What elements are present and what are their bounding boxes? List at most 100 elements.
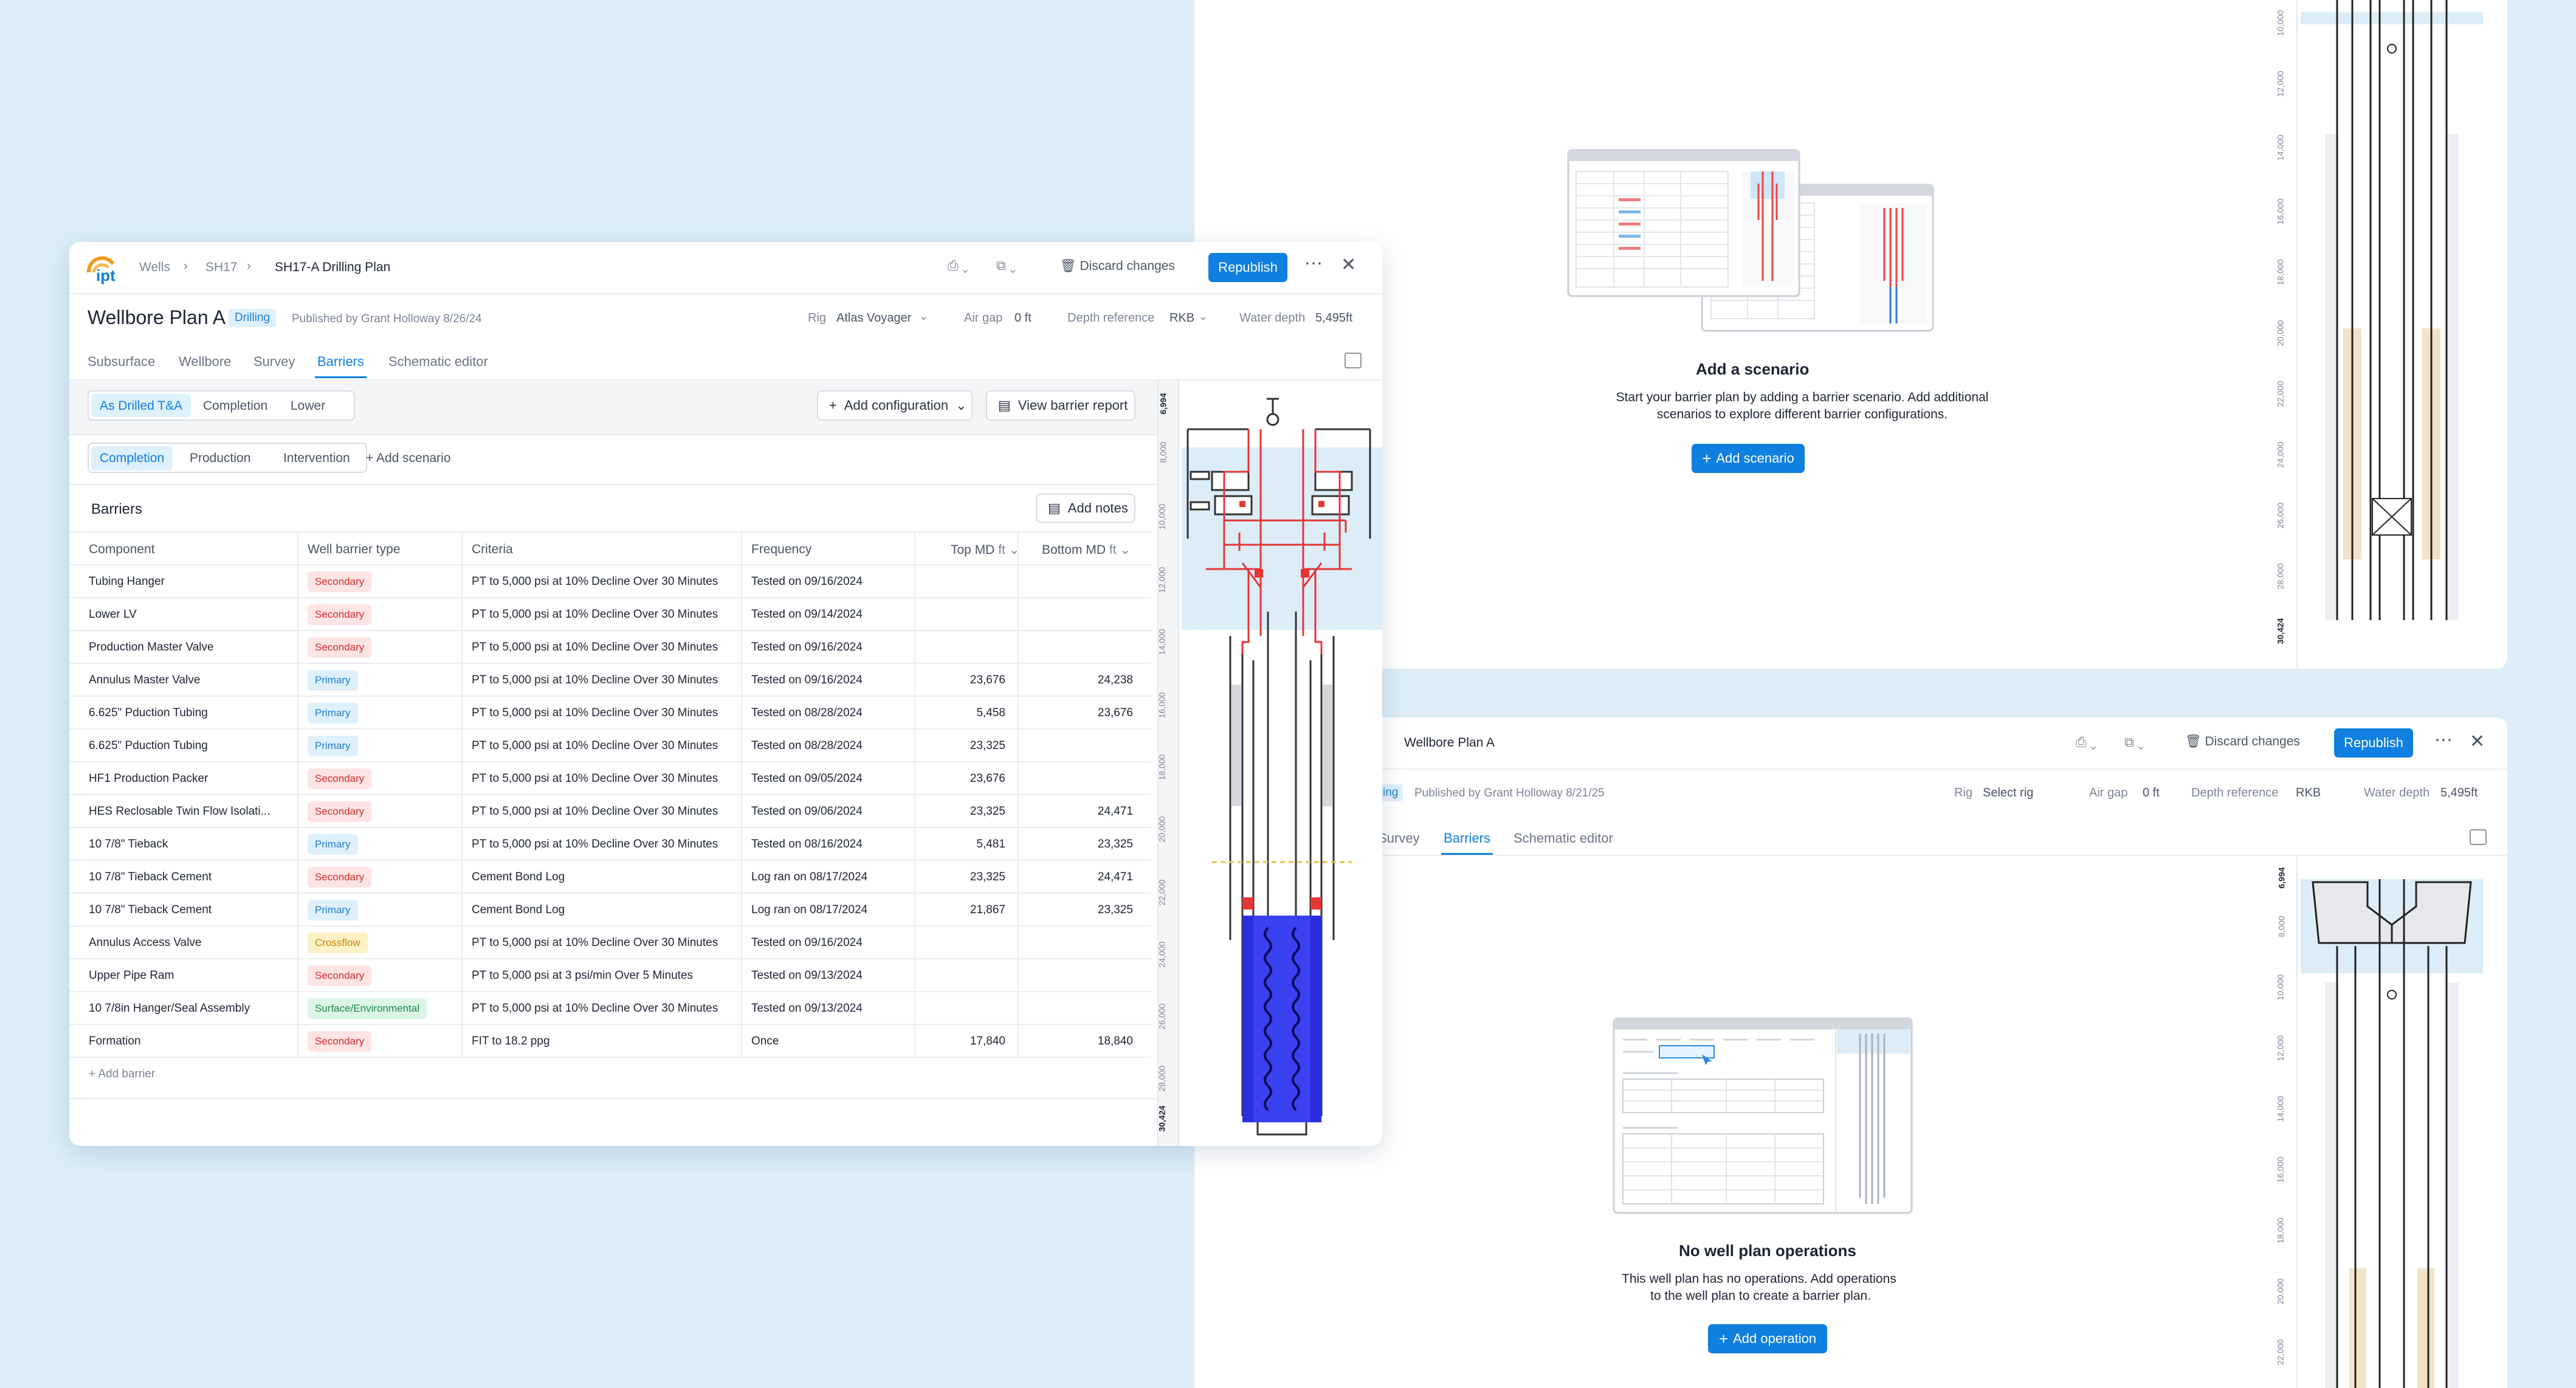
barrier-type-badge: Surface/Environmental xyxy=(308,998,427,1019)
table-row[interactable]: Annulus Access Valve Crossflow PT to 5,000… xyxy=(69,925,1151,958)
segment-lower[interactable]: Lower xyxy=(291,399,326,413)
depth-tick: 24,000 xyxy=(2275,441,2285,468)
col-frequency: Frequency xyxy=(751,542,812,556)
scenario-completion[interactable]: Completion xyxy=(91,446,173,471)
water-depth-value: 5,495ft xyxy=(2440,786,2478,799)
export-icon[interactable]: ⎙ ⌄ xyxy=(948,258,969,273)
more-icon[interactable]: ⋯ xyxy=(1304,254,1323,274)
republish-button[interactable]: Republish xyxy=(2334,728,2413,758)
rig-select[interactable]: Atlas Voyager xyxy=(836,311,912,325)
depth-tick: 28,000 xyxy=(1157,1065,1167,1092)
cell-component: 6.625" Pduction Tubing xyxy=(89,706,208,719)
copy-icon[interactable]: ⧉ ⌄ xyxy=(2124,734,2144,750)
table-row[interactable]: 6.625" Pduction Tubing Primary PT to 5,000… xyxy=(69,728,1151,761)
table-row[interactable]: Tubing Hanger Secondary PT to 5,000 psi at… xyxy=(69,564,1151,597)
table-row[interactable]: 10 7/8in Hanger/Seal Assembly Surface/Env… xyxy=(69,991,1151,1024)
tab-wellbore[interactable]: Wellbore xyxy=(179,354,232,369)
col-top-md-label: Top MD xyxy=(951,543,995,557)
add-operation-button[interactable]: + Add operation xyxy=(1708,1324,1827,1353)
panel-toggle-icon[interactable] xyxy=(1345,353,1362,368)
tab-schematic-editor[interactable]: Schematic editor xyxy=(388,354,488,369)
cell-criteria: PT to 5,000 psi at 10% Decline Over 30 M… xyxy=(472,674,718,686)
cell-frequency: Tested on 08/28/2024 xyxy=(751,706,863,719)
col-bottom-md[interactable]: Bottom MD ft ⌄ xyxy=(1042,542,1131,558)
tab-survey[interactable]: Survey xyxy=(253,354,295,369)
tab-barriers[interactable]: Barriers xyxy=(314,354,367,378)
depth-tick: 30,424 xyxy=(1157,1105,1167,1132)
table-row[interactable]: HES Reclosable Twin Flow Isolati... Secon… xyxy=(69,794,1151,827)
column-divider xyxy=(1018,531,1019,1057)
add-notes-button[interactable]: ▤ Add notes xyxy=(1036,494,1135,523)
table-row[interactable]: 10 7/8" Tieback Cement Secondary Cement Bo… xyxy=(69,860,1151,893)
table-row[interactable]: Annulus Master Valve Primary PT to 5,000 p… xyxy=(69,663,1151,696)
depth-tick: 16,000 xyxy=(1157,692,1167,719)
chevron-right-icon: › xyxy=(247,259,251,273)
cell-component: Formation xyxy=(89,1035,141,1048)
depth-tick: 16,000 xyxy=(2275,1156,2285,1183)
segment-as-drilled[interactable]: As Drilled T&A xyxy=(91,394,191,417)
more-icon[interactable]: ⋯ xyxy=(2434,730,2453,750)
empty-title: Add a scenario xyxy=(1696,360,1810,378)
cell-top-md: 23,325 xyxy=(969,805,1005,818)
cell-component: 6.625" Pduction Tubing xyxy=(89,739,208,752)
close-icon[interactable]: ✕ xyxy=(1341,255,1357,275)
scenario-intervention[interactable]: Intervention xyxy=(283,451,350,465)
depth-tick: 12,000 xyxy=(1157,567,1167,593)
rig-select[interactable]: Select rig xyxy=(1983,786,2034,799)
cell-bottom-md: 23,325 xyxy=(1097,838,1133,851)
cell-frequency: Tested on 09/16/2024 xyxy=(751,674,863,686)
col-component: Component xyxy=(89,542,155,556)
depth-tick: 22,000 xyxy=(1157,879,1167,906)
cell-frequency: Log ran on 08/17/2024 xyxy=(751,871,868,883)
scenario-panel: Add a scenario Start your barrier plan b… xyxy=(1194,0,2507,669)
scenario-production[interactable]: Production xyxy=(190,451,251,465)
close-icon[interactable]: ✕ xyxy=(2470,731,2485,751)
add-configuration-button[interactable]: + Add configuration ⌄ xyxy=(817,390,973,421)
cell-component: 10 7/8" Tieback xyxy=(89,838,168,851)
table-row[interactable]: Upper Pipe Ram Secondary PT to 5,000 psi a… xyxy=(69,958,1151,991)
breadcrumb-wells[interactable]: Wells xyxy=(139,260,170,274)
ipt-logo: ipt xyxy=(86,256,115,285)
table-row[interactable]: 10 7/8" Tieback Primary PT to 5,000 psi at… xyxy=(69,827,1151,860)
table-row[interactable]: Formation Secondary FIT to 18.2 ppg Once 17,… xyxy=(69,1024,1151,1057)
add-scenario-button[interactable]: + Add scenario xyxy=(1692,444,1805,473)
col-criteria: Criteria xyxy=(472,542,513,556)
divider xyxy=(1194,768,2507,770)
table-header: Component Well barrier type Criteria Fre… xyxy=(69,531,1151,564)
discard-changes-button[interactable]: 🗑 Discard changes xyxy=(1060,259,1175,274)
table-row[interactable]: 6.625" Pduction Tubing Primary PT to 5,000… xyxy=(69,696,1151,728)
plus-icon: + xyxy=(1718,1329,1729,1348)
cell-criteria: PT to 5,000 psi at 10% Decline Over 30 M… xyxy=(472,772,718,785)
table-row[interactable]: Lower LV Secondary PT to 5,000 psi at 10% … xyxy=(69,597,1151,630)
export-icon[interactable]: ⎙ ⌄ xyxy=(2076,734,2097,750)
barriers-title: Barriers xyxy=(91,501,143,517)
tab-subsurface[interactable]: Subsurface xyxy=(88,354,156,369)
chevron-down-icon: ⌄ xyxy=(1120,543,1131,557)
empty-text-1: Start your barrier plan by adding a barr… xyxy=(1616,390,1989,404)
col-top-md[interactable]: Top MD ft ⌄ xyxy=(951,542,1019,558)
tab-schematic-editor[interactable]: Schematic editor xyxy=(1514,830,1613,846)
republish-button[interactable]: Republish xyxy=(1208,253,1287,282)
discard-changes-button[interactable]: 🗑 Discard changes xyxy=(2185,734,2300,749)
table-row[interactable]: HF1 Production Packer Secondary PT to 5,00… xyxy=(69,761,1151,794)
cell-criteria: PT to 5,000 psi at 10% Decline Over 30 M… xyxy=(472,1002,718,1015)
segment-completion[interactable]: Completion xyxy=(203,399,268,413)
table-row[interactable]: 10 7/8" Tieback Cement Primary Cement Bond… xyxy=(69,893,1151,925)
table-row[interactable]: Production Master Valve Secondary PT to 5,… xyxy=(69,630,1151,663)
panel-toggle-icon[interactable] xyxy=(2470,829,2487,845)
cell-bottom-md: 18,840 xyxy=(1097,1035,1133,1048)
breadcrumb-current: Wellbore Plan A xyxy=(1404,736,1495,750)
depth-ref-select[interactable]: RKB xyxy=(1169,311,1195,325)
breadcrumb-sh17[interactable]: SH17 xyxy=(205,260,238,274)
notes-icon: ▤ xyxy=(1048,500,1061,516)
copy-icon[interactable]: ⧉ ⌄ xyxy=(996,258,1016,273)
wellbore-schematic xyxy=(1182,398,1382,1136)
depth-ref-select[interactable]: RKB xyxy=(2296,786,2321,799)
view-barrier-report-button[interactable]: ▤ View barrier report xyxy=(986,390,1135,421)
cell-criteria: PT to 5,000 psi at 10% Decline Over 30 M… xyxy=(472,838,718,851)
barrier-type-badge: Secondary xyxy=(308,637,372,658)
add-barrier-link[interactable]: + Add barrier xyxy=(89,1068,156,1080)
tab-barriers[interactable]: Barriers xyxy=(1441,830,1493,855)
add-scenario-link[interactable]: + Add scenario xyxy=(366,451,451,465)
tab-survey[interactable]: Survey xyxy=(1378,830,1420,846)
